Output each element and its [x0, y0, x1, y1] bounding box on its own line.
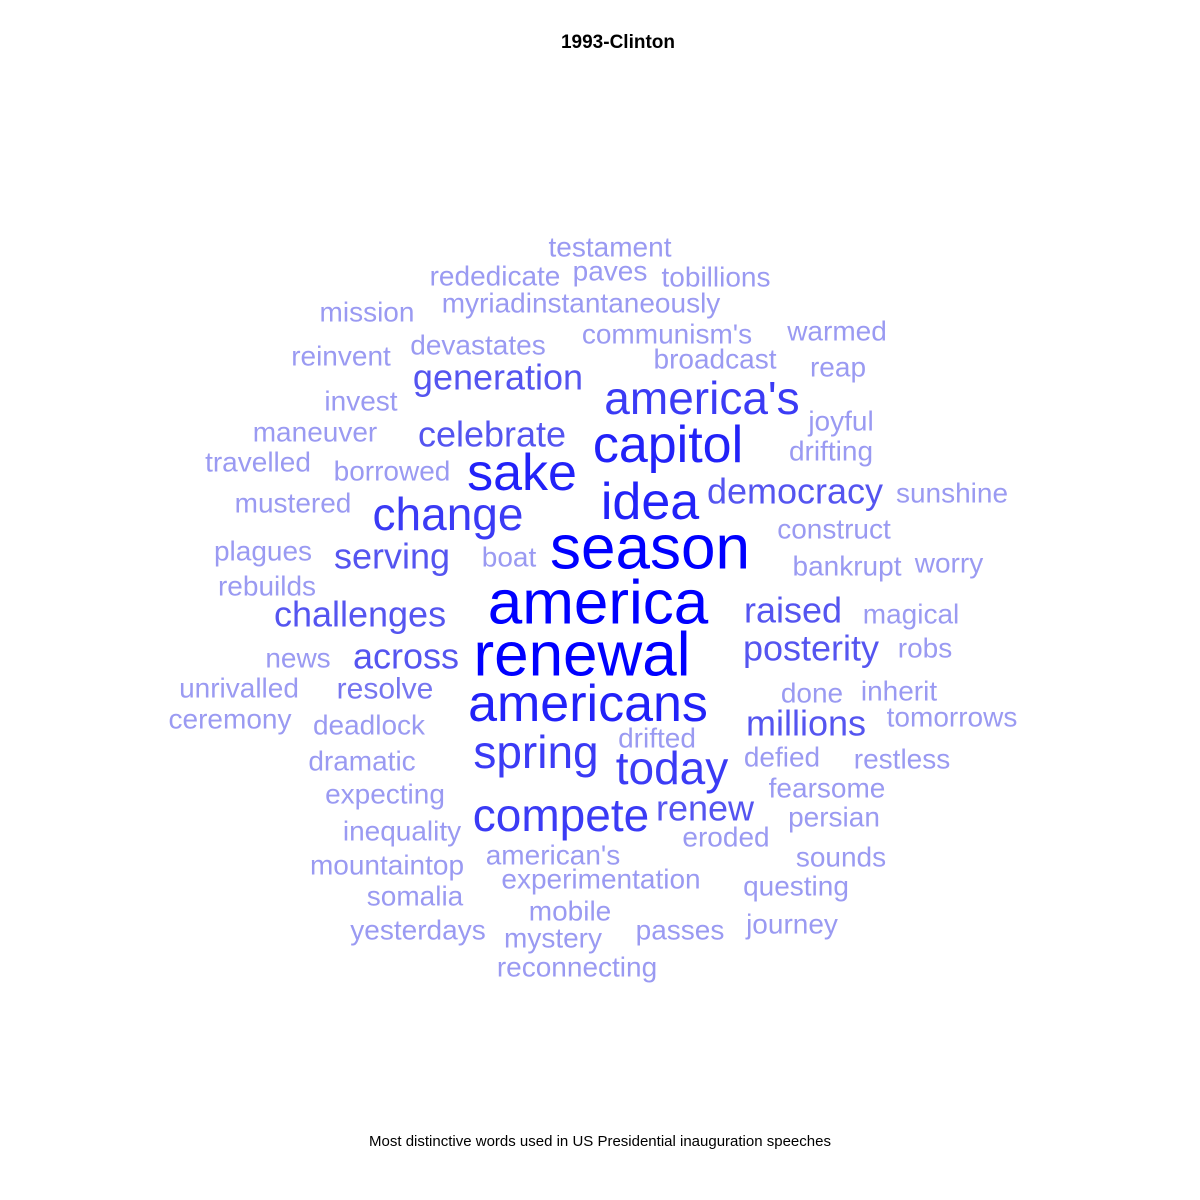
cloud-word: mountaintop	[310, 850, 464, 881]
cloud-word: defied	[744, 742, 820, 773]
cloud-word: experimentation	[501, 864, 700, 895]
cloud-word: renew	[656, 788, 755, 829]
cloud-word: mobile	[529, 896, 611, 927]
cloud-word: broadcast	[654, 344, 777, 375]
cloud-word: travelled	[205, 447, 311, 478]
cloud-word: inequality	[343, 816, 461, 847]
cloud-word: raised	[744, 590, 842, 631]
cloud-word: unrivalled	[179, 673, 299, 704]
cloud-word: plagues	[214, 536, 312, 567]
cloud-word: reconnecting	[497, 952, 657, 983]
cloud-word: rebuilds	[218, 571, 316, 602]
cloud-word: mission	[320, 297, 415, 328]
cloud-word: expecting	[325, 779, 445, 810]
cloud-word: news	[265, 643, 330, 674]
cloud-word: questing	[743, 871, 849, 902]
cloud-word: paves	[573, 256, 648, 287]
cloud-word: americans	[468, 675, 708, 733]
cloud-word: change	[373, 488, 524, 540]
cloud-word: myriadinstantaneously	[442, 288, 721, 319]
cloud-word: sake	[467, 444, 577, 502]
cloud-word: mystery	[504, 923, 602, 954]
cloud-word: celebrate	[418, 414, 566, 455]
cloud-word: america	[488, 569, 709, 638]
cloud-word: deadlock	[313, 710, 426, 741]
cloud-word: boat	[482, 542, 537, 573]
cloud-word: ceremony	[169, 704, 292, 735]
cloud-word: reap	[810, 352, 866, 383]
cloud-word: robs	[898, 633, 952, 664]
chart-title: 1993-Clinton	[561, 32, 675, 53]
cloud-word: somalia	[367, 881, 464, 912]
cloud-word: capitol	[593, 416, 743, 474]
cloud-word: drifting	[789, 436, 873, 467]
cloud-word: invest	[324, 386, 397, 417]
chart-caption: Most distinctive words used in US Presid…	[369, 1133, 831, 1150]
cloud-word: testament	[549, 232, 672, 263]
cloud-word: journey	[745, 909, 838, 940]
cloud-word: done	[781, 678, 843, 709]
cloud-word: america's	[604, 372, 799, 424]
cloud-word: american's	[486, 840, 621, 871]
cloud-word: resolve	[337, 673, 434, 706]
cloud-word: communism's	[582, 319, 752, 350]
cloud-word: inherit	[861, 676, 937, 707]
cloud-word: spring	[473, 726, 598, 778]
cloud-word: challenges	[274, 594, 446, 635]
cloud-word: worry	[914, 548, 983, 579]
cloud-word: season	[550, 514, 750, 583]
cloud-word: maneuver	[253, 417, 378, 448]
cloud-word: rededicate	[430, 261, 561, 292]
cloud-word: across	[353, 636, 459, 677]
cloud-word: joyful	[807, 406, 873, 437]
cloud-word: persian	[788, 802, 880, 833]
cloud-word: compete	[473, 789, 649, 841]
cloud-word: magical	[863, 599, 959, 630]
cloud-word: democracy	[707, 471, 883, 512]
cloud-word: warmed	[786, 316, 887, 347]
cloud-word: generation	[413, 357, 583, 398]
cloud-word: yesterdays	[350, 915, 485, 946]
cloud-word: bankrupt	[793, 551, 902, 582]
cloud-word: posterity	[743, 628, 879, 669]
cloud-word: renewal	[473, 621, 690, 690]
cloud-word: sounds	[796, 842, 886, 873]
cloud-word: drifted	[618, 723, 696, 754]
cloud-word: serving	[334, 536, 450, 577]
cloud-word: tobillions	[662, 262, 771, 293]
cloud-word: construct	[777, 514, 891, 545]
cloud-word: reinvent	[291, 341, 391, 372]
cloud-word: devastates	[410, 330, 545, 361]
cloud-word: dramatic	[308, 746, 415, 777]
cloud-word: mustered	[235, 488, 352, 519]
cloud-word: passes	[636, 915, 725, 946]
cloud-word: sunshine	[896, 478, 1008, 509]
cloud-word: today	[616, 742, 729, 794]
cloud-word: millions	[746, 703, 866, 744]
cloud-word: restless	[854, 744, 950, 775]
cloud-word: borrowed	[334, 456, 451, 487]
cloud-word: idea	[601, 473, 699, 531]
cloud-word: tomorrows	[887, 702, 1018, 733]
cloud-word: fearsome	[769, 773, 886, 804]
cloud-word: eroded	[682, 822, 769, 853]
